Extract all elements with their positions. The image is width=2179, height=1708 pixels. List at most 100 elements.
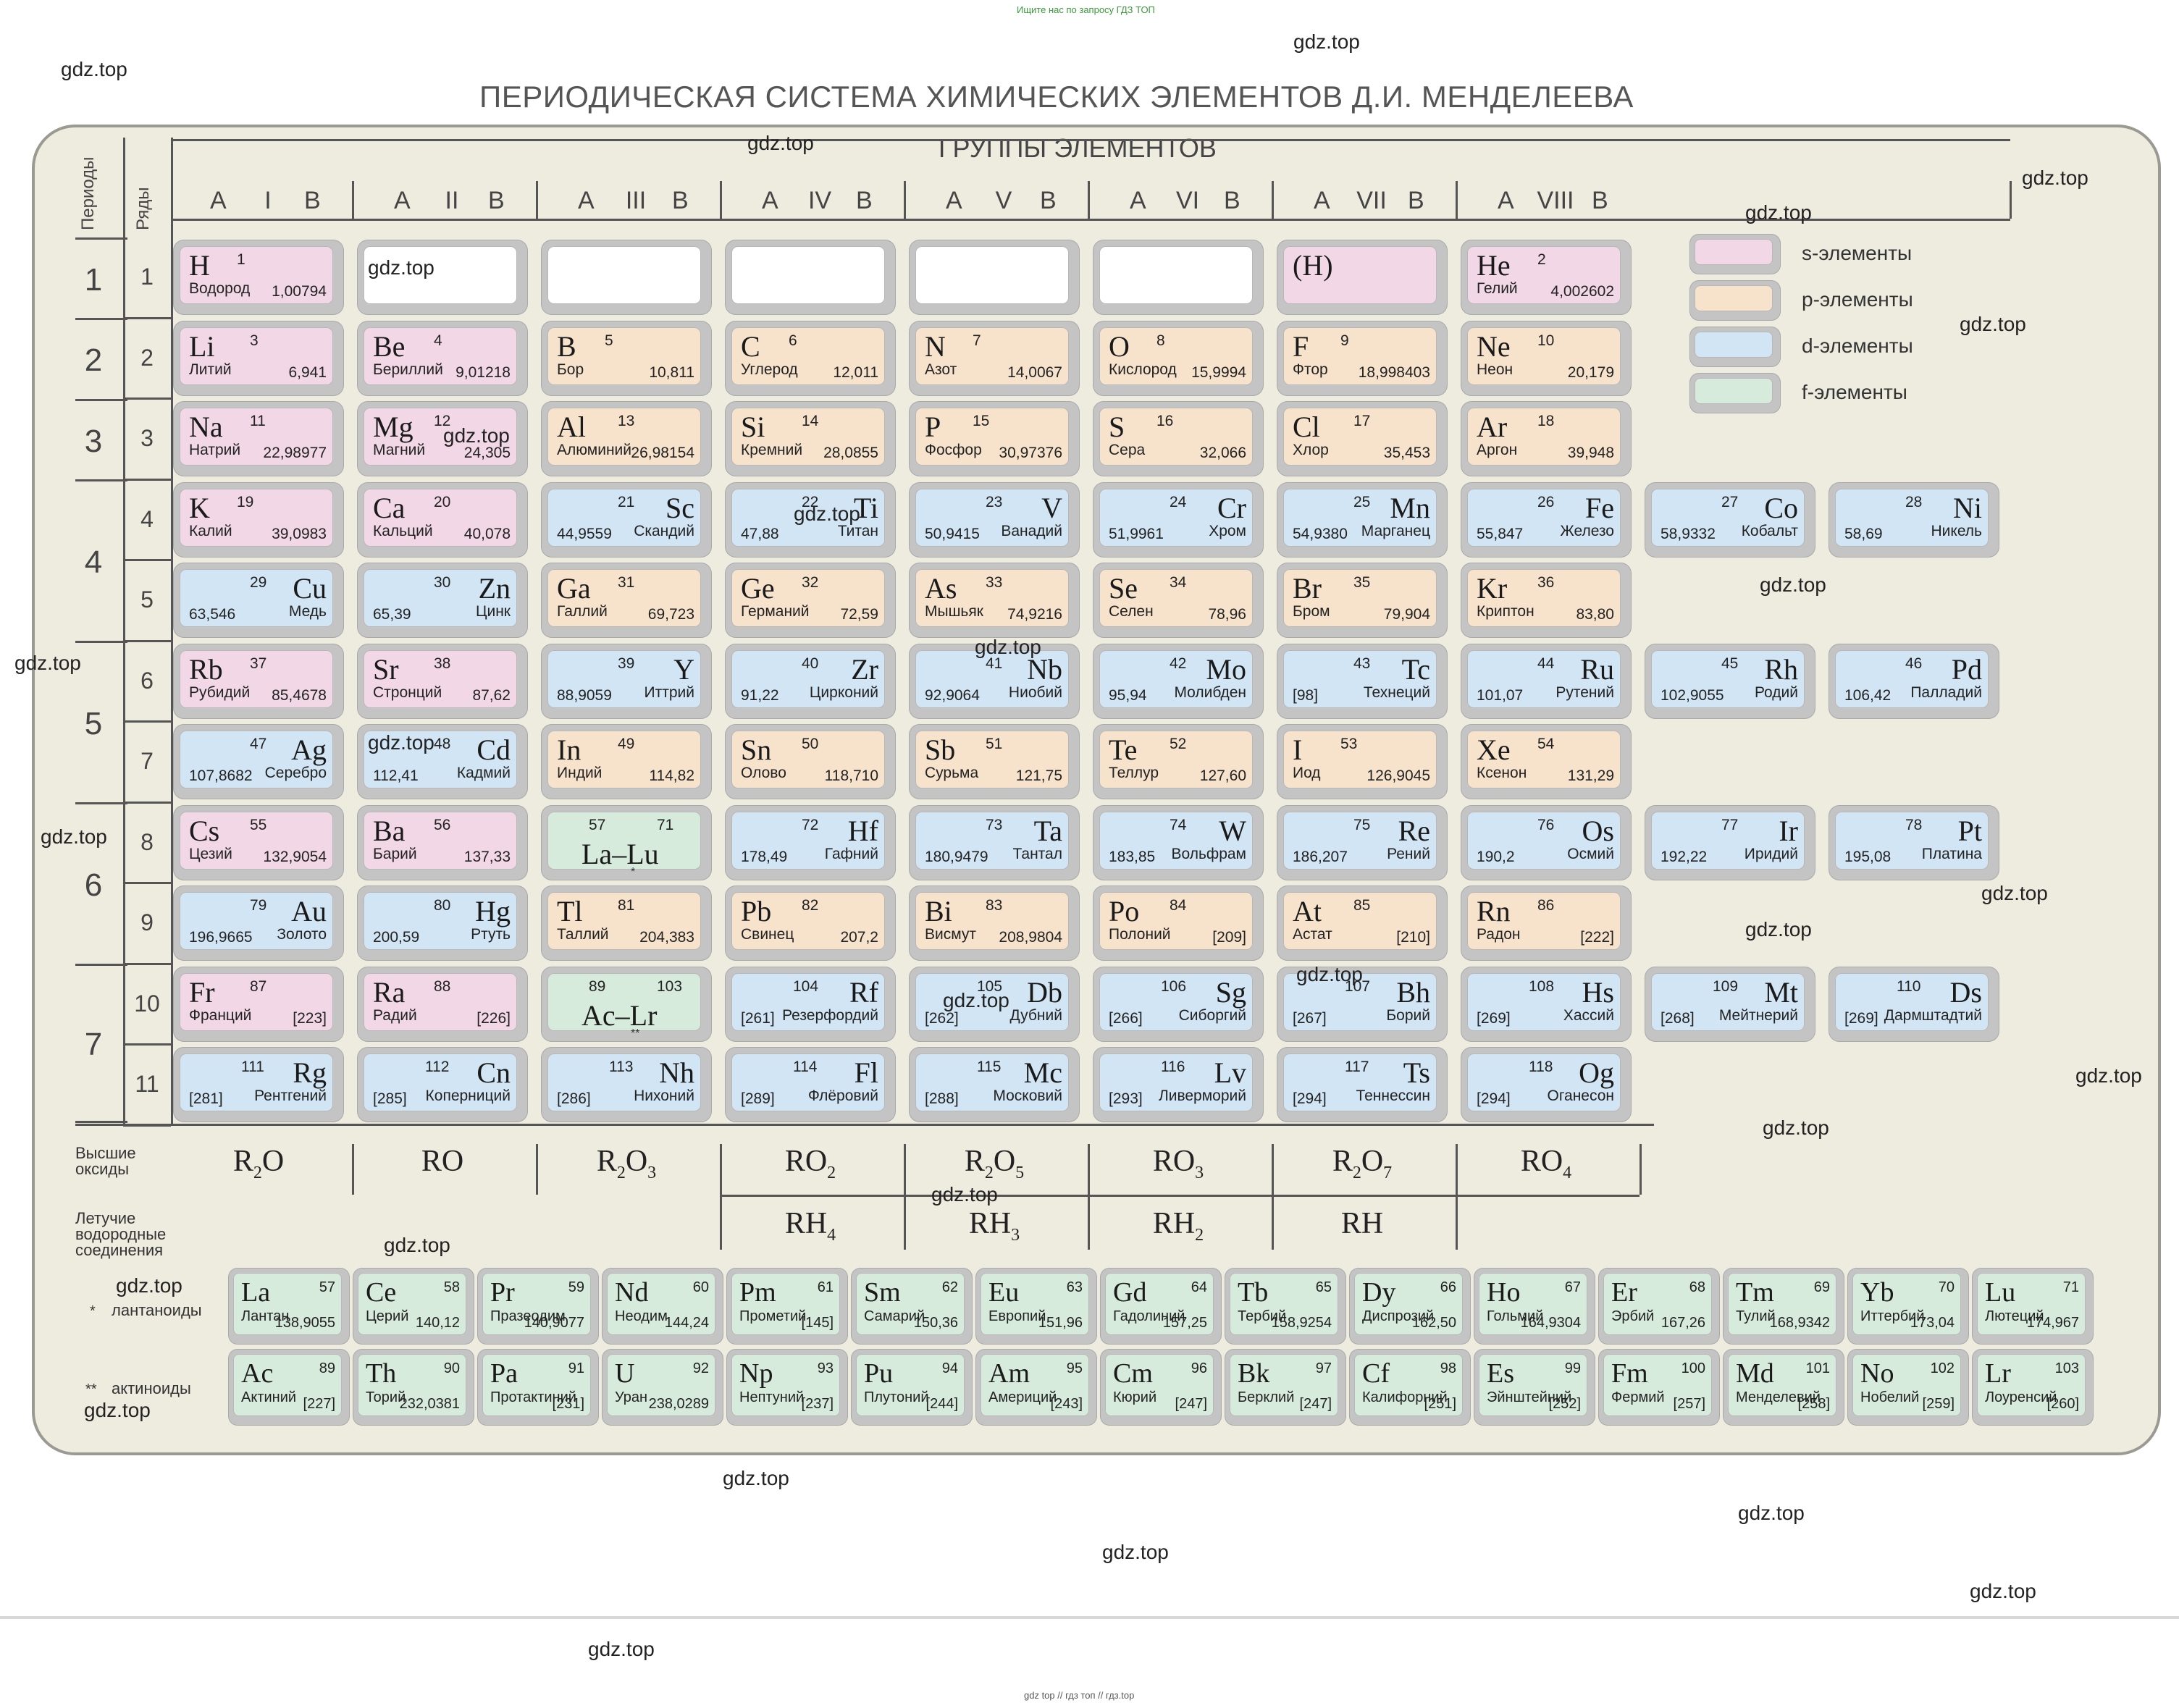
element-cell-ru[interactable]: Ru 44 Рутений 101,07: [1461, 644, 1631, 718]
element-cell-v[interactable]: V 23 Ванадий 50,9415: [910, 482, 1079, 557]
f-element-cell-gd[interactable]: Gd 64 Гадолиний 157,25: [1101, 1269, 1221, 1344]
element-cell-i[interactable]: I 53 Иод 126,9045: [1277, 725, 1447, 799]
element-cell-co[interactable]: Co 27 Кобальт 58,9332: [1645, 482, 1815, 557]
element-cell-sr[interactable]: Sr 38 Стронций 87,62: [358, 644, 527, 718]
f-element-cell-lr[interactable]: Lr 103 Лоуренсий [260]: [1973, 1350, 2093, 1425]
element-cell-bh[interactable]: Bh 107 Борий [267]: [1277, 967, 1447, 1041]
element-cell-ge[interactable]: Ge 32 Германий 72,59: [726, 563, 895, 637]
element-cell-nb[interactable]: Nb 41 Ниобий 92,9064: [910, 644, 1079, 718]
element-cell-ni[interactable]: Ni 28 Никель 58,69: [1829, 482, 1999, 557]
element-cell-ag[interactable]: Ag 47 Серебро 107,8682: [174, 725, 343, 799]
element-cell-pd[interactable]: Pd 46 Палладий 106,42: [1829, 644, 1999, 718]
f-element-cell-u[interactable]: U 92 Уран 238,0289: [603, 1350, 723, 1425]
f-element-cell-sm[interactable]: Sm 62 Самарий 150,36: [852, 1269, 972, 1344]
element-cell-mo[interactable]: Mo 42 Молибден 95,94: [1093, 644, 1263, 718]
element-cell-db[interactable]: Db 105 Дубний [262]: [910, 967, 1079, 1041]
element-cell-ra[interactable]: Ra 88 Радий [226]: [358, 967, 527, 1041]
element-cell-te[interactable]: Te 52 Теллур 127,60: [1093, 725, 1263, 799]
element-cell-cs[interactable]: Cs 55 Цезий 132,9054: [174, 805, 343, 880]
f-element-cell-ce[interactable]: Ce 58 Церий 140,12: [353, 1269, 474, 1344]
element-cell-zr[interactable]: Zr 40 Цирконий 91,22: [726, 644, 895, 718]
f-element-cell-ac[interactable]: Ac 89 Актиний [227]: [229, 1350, 349, 1425]
series-cell[interactable]: 89 103 Ac–Lr **: [542, 967, 711, 1041]
element-cell-o[interactable]: O 8 Кислород 15,9994: [1093, 321, 1263, 395]
element-cell-y[interactable]: Y 39 Иттрий 88,9059: [542, 644, 711, 718]
f-element-cell-cm[interactable]: Cm 96 Кюрий [247]: [1101, 1350, 1221, 1425]
element-cell-at[interactable]: At 85 Астат [210]: [1277, 886, 1447, 960]
element-cell-li[interactable]: Li 3 Литий 6,941: [174, 321, 343, 395]
element-cell-mg[interactable]: Mg 12 Магний 24,305: [358, 402, 527, 476]
f-element-cell-tm[interactable]: Tm 69 Тулий 168,9342: [1724, 1269, 1844, 1344]
element-cell-os[interactable]: Os 76 Осмий 190,2: [1461, 805, 1631, 880]
element-cell-re[interactable]: Re 75 Рений 186,207: [1277, 805, 1447, 880]
element-cell-fe[interactable]: Fe 26 Железо 55,847: [1461, 482, 1631, 557]
element-cell-lv[interactable]: Lv 116 Ливерморий [293]: [1093, 1048, 1263, 1122]
element-cell-cn[interactable]: Cn 112 Коперниций [285]: [358, 1048, 527, 1122]
f-element-cell-nd[interactable]: Nd 60 Неодим 144,24: [603, 1269, 723, 1344]
element-cell-po[interactable]: Po 84 Полоний [209]: [1093, 886, 1263, 960]
element-cell-mc[interactable]: Mc 115 Московий [288]: [910, 1048, 1079, 1122]
f-element-cell-th[interactable]: Th 90 Торий 232,0381: [353, 1350, 474, 1425]
element-cell-xe[interactable]: Xe 54 Ксенон 131,29: [1461, 725, 1631, 799]
element-cell-ar[interactable]: Ar 18 Аргон 39,948: [1461, 402, 1631, 476]
element-cell-ga[interactable]: Ga 31 Галлий 69,723: [542, 563, 711, 637]
element-cell-h[interactable]: H 1 Водород 1,00794: [174, 240, 343, 314]
element-cell-na[interactable]: Na 11 Натрий 22,98977: [174, 402, 343, 476]
element-cell-al[interactable]: Al 13 Алюминий 26,98154: [542, 402, 711, 476]
element-cell-cr[interactable]: Cr 24 Хром 51,9961: [1093, 482, 1263, 557]
f-element-cell-dy[interactable]: Dy 66 Диспрозий 162,50: [1350, 1269, 1470, 1344]
element-cell-ds[interactable]: Ds 110 Дармштадтий [269]: [1829, 967, 1999, 1041]
element-cell-au[interactable]: Au 79 Золото 196,9665: [174, 886, 343, 960]
element-cell-og[interactable]: Og 118 Оганесон [294]: [1461, 1048, 1631, 1122]
top-note[interactable]: Ищите нас по запросу ГДЗ ТОП: [1017, 4, 1155, 15]
element-cell-cl[interactable]: Cl 17 Хлор 35,453: [1277, 402, 1447, 476]
f-element-cell-no[interactable]: No 102 Нобелий [259]: [1848, 1350, 1968, 1425]
element-cell-rf[interactable]: Rf 104 Резерфордий [261]: [726, 967, 895, 1041]
element-cell-ir[interactable]: Ir 77 Иридий 192,22: [1645, 805, 1815, 880]
f-element-cell-cf[interactable]: Cf 98 Калифорний [251]: [1350, 1350, 1470, 1425]
element-cell-hg[interactable]: Hg 80 Ртуть 200,59: [358, 886, 527, 960]
element-cell-zn[interactable]: Zn 30 Цинк 65,39: [358, 563, 527, 637]
bottom-note[interactable]: gdz top // гдз топ // гдз.top: [1024, 1690, 1135, 1701]
element-cell-pt[interactable]: Pt 78 Платина 195,08: [1829, 805, 1999, 880]
element-cell-f[interactable]: F 9 Фтор 18,998403: [1277, 321, 1447, 395]
element-cell-sc[interactable]: Sc 21 Скандий 44,9559: [542, 482, 711, 557]
element-cell-hs[interactable]: Hs 108 Хассий [269]: [1461, 967, 1631, 1041]
element-cell-rg[interactable]: Rg 111 Рентгений [281]: [174, 1048, 343, 1122]
element-cell-ts[interactable]: Ts 117 Теннессин [294]: [1277, 1048, 1447, 1122]
element-cell-mt[interactable]: Mt 109 Мейтнерий [268]: [1645, 967, 1815, 1041]
f-element-cell-md[interactable]: Md 101 Менделевий [258]: [1724, 1350, 1844, 1425]
element-cell-ta[interactable]: Ta 73 Тантал 180,9479: [910, 805, 1079, 880]
f-element-cell-yb[interactable]: Yb 70 Иттербий 173,04: [1848, 1269, 1968, 1344]
f-element-cell-pu[interactable]: Pu 94 Плутоний [244]: [852, 1350, 972, 1425]
element-cell-ca[interactable]: Ca 20 Кальций 40,078: [358, 482, 527, 557]
f-element-cell-fm[interactable]: Fm 100 Фермий [257]: [1599, 1350, 1719, 1425]
series-cell[interactable]: 57 71 La–Lu *: [542, 805, 711, 880]
element-cell-tl[interactable]: Tl 81 Таллий 204,383: [542, 886, 711, 960]
f-element-cell-pa[interactable]: Pa 91 Протактиний [231]: [478, 1350, 598, 1425]
element-cell-mn[interactable]: Mn 25 Марганец 54,9380: [1277, 482, 1447, 557]
element-cell-cu[interactable]: Cu 29 Медь 63,546: [174, 563, 343, 637]
element-cell-hydrogen-copy[interactable]: (H): [1277, 240, 1447, 314]
element-cell-fr[interactable]: Fr 87 Франций [223]: [174, 967, 343, 1041]
f-element-cell-bk[interactable]: Bk 97 Берклий [247]: [1225, 1350, 1345, 1425]
element-cell-p[interactable]: P 15 Фосфор 30,97376: [910, 402, 1079, 476]
element-cell-rn[interactable]: Rn 86 Радон [222]: [1461, 886, 1631, 960]
element-cell-bi[interactable]: Bi 83 Висмут 208,9804: [910, 886, 1079, 960]
f-element-cell-am[interactable]: Am 95 Америций [243]: [976, 1350, 1096, 1425]
f-element-cell-pm[interactable]: Pm 61 Прометий [145]: [727, 1269, 847, 1344]
f-element-cell-la[interactable]: La 57 Лантан 138,9055: [229, 1269, 349, 1344]
element-cell-c[interactable]: C 6 Углерод 12,011: [726, 321, 895, 395]
element-cell-as[interactable]: As 33 Мышьяк 74,9216: [910, 563, 1079, 637]
element-cell-sb[interactable]: Sb 51 Сурьма 121,75: [910, 725, 1079, 799]
element-cell-ti[interactable]: Ti 22 Титан 47,88: [726, 482, 895, 557]
element-cell-sg[interactable]: Sg 106 Сиборгий [266]: [1093, 967, 1263, 1041]
f-element-cell-eu[interactable]: Eu 63 Европий 151,96: [976, 1269, 1096, 1344]
element-cell-ne[interactable]: Ne 10 Неон 20,179: [1461, 321, 1631, 395]
element-cell-n[interactable]: N 7 Азот 14,0067: [910, 321, 1079, 395]
f-element-cell-np[interactable]: Np 93 Нептуний [237]: [727, 1350, 847, 1425]
element-cell-be[interactable]: Be 4 Бериллий 9,01218: [358, 321, 527, 395]
element-cell-br[interactable]: Br 35 Бром 79,904: [1277, 563, 1447, 637]
element-cell-rh[interactable]: Rh 45 Родий 102,9055: [1645, 644, 1815, 718]
element-cell-kr[interactable]: Kr 36 Криптон 83,80: [1461, 563, 1631, 637]
